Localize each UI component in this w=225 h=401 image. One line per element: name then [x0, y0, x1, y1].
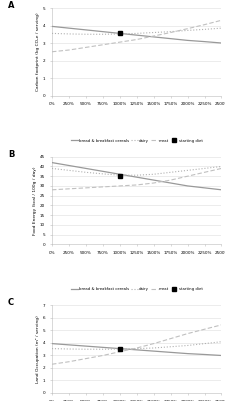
Text: C: C [8, 298, 14, 308]
Legend: bread & breakfast cereals, dairy, meat, starting diet: bread & breakfast cereals, dairy, meat, … [71, 139, 202, 143]
Text: B: B [8, 150, 14, 159]
Legend: bread & breakfast cereals, dairy, meat, starting diet: bread & breakfast cereals, dairy, meat, … [71, 287, 202, 291]
Y-axis label: Food Energy (kcal / 100g / day): Food Energy (kcal / 100g / day) [33, 166, 37, 235]
Y-axis label: Carbon footprint (kg CO₂e / serving): Carbon footprint (kg CO₂e / serving) [36, 12, 39, 91]
Y-axis label: Land Occupation (m² / serving): Land Occupation (m² / serving) [36, 315, 39, 383]
Text: A: A [8, 1, 14, 10]
